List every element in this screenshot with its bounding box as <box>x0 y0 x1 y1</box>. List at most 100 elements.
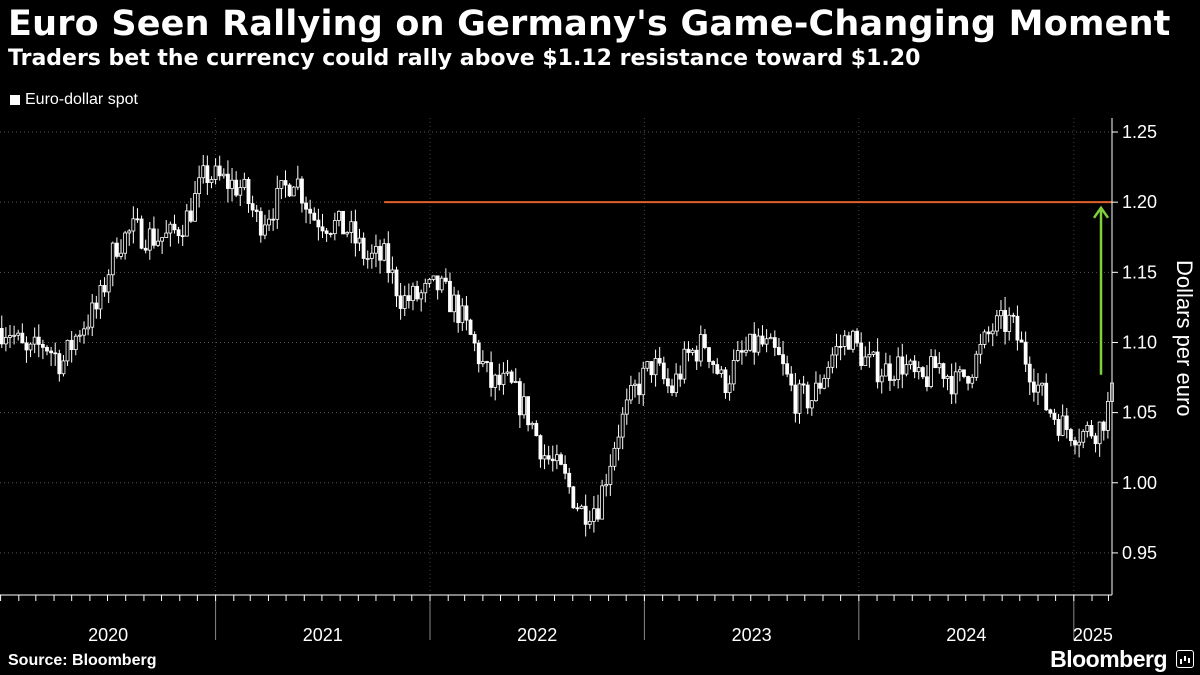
candle-body <box>131 218 136 232</box>
candle-body <box>554 454 559 462</box>
candle-body <box>892 379 896 382</box>
candle-body <box>485 361 489 363</box>
candle-body <box>653 358 658 376</box>
candle-body <box>805 384 810 409</box>
candle-body <box>184 210 189 237</box>
candle-body <box>77 334 82 337</box>
chart-icon <box>1176 650 1194 668</box>
candle-body <box>86 326 91 330</box>
candle-body <box>900 356 905 375</box>
candle-body <box>402 295 407 309</box>
candle-body <box>563 463 568 474</box>
candle-body <box>295 178 300 188</box>
candle-body <box>875 351 880 383</box>
candle-body <box>374 246 378 254</box>
candle-body <box>287 184 292 197</box>
candle-body <box>456 294 461 324</box>
candle-body <box>53 352 58 355</box>
candle-body <box>45 346 49 352</box>
ytick-label-1.25: 1.25 <box>1122 122 1157 142</box>
candle-body <box>703 334 707 349</box>
candle-body <box>822 378 827 389</box>
candle-body <box>263 224 267 236</box>
candle-body <box>571 486 576 509</box>
candle-body <box>645 361 650 369</box>
candle-body <box>349 221 354 233</box>
annotations <box>384 201 1112 375</box>
candle-body <box>193 193 197 222</box>
candle-body <box>801 383 806 386</box>
candle-body <box>596 508 600 520</box>
candle-body <box>49 350 54 354</box>
candle-body <box>143 247 148 251</box>
candle-body <box>497 374 502 385</box>
candle-body <box>1093 435 1098 445</box>
candle-body <box>316 219 321 228</box>
candle-body <box>727 383 732 394</box>
candle-body <box>460 305 465 324</box>
candle-body <box>809 400 814 409</box>
candle-body <box>834 345 839 356</box>
candle-body <box>452 294 456 313</box>
candle-body <box>694 349 699 362</box>
candle-body <box>542 455 547 460</box>
candle-body <box>567 472 572 488</box>
candle-body <box>781 354 785 365</box>
candle-body <box>160 237 165 242</box>
candle-body <box>1027 363 1032 383</box>
candle-body <box>957 369 962 373</box>
candle-body <box>711 361 716 365</box>
candle-body <box>312 212 317 221</box>
candle-body <box>624 399 629 415</box>
candle-body <box>830 354 835 368</box>
chart-subtitle: Traders bet the currency could rally abo… <box>8 46 921 71</box>
candle-body <box>415 285 419 300</box>
candle-body <box>423 282 428 294</box>
y-axis-label: Dollars per euro <box>1172 260 1197 417</box>
candle-body <box>443 277 448 282</box>
candle-body <box>1044 382 1049 411</box>
candle-body <box>230 179 234 189</box>
candle-body <box>846 335 851 350</box>
candle-body <box>941 363 946 379</box>
candle-body <box>82 328 86 336</box>
candle-body <box>538 435 543 460</box>
candle-body <box>279 180 284 189</box>
candle-body <box>448 280 452 313</box>
candle-body <box>604 484 609 487</box>
candle-body <box>69 339 74 351</box>
candle-body <box>172 223 177 231</box>
candle-body <box>1060 415 1065 436</box>
ytick-label-1.20: 1.20 <box>1122 192 1157 212</box>
candle-body <box>369 252 374 259</box>
candle-body <box>468 319 473 335</box>
candle-body <box>888 363 892 381</box>
candle-body <box>962 369 966 377</box>
candle-body <box>378 246 382 261</box>
candle-body <box>756 335 761 353</box>
candle-body <box>818 382 822 389</box>
candle-body <box>226 173 230 189</box>
candle-body <box>1019 339 1024 343</box>
candle-body <box>0 328 4 345</box>
candle-body <box>398 295 403 309</box>
candle-body <box>1068 429 1073 442</box>
candle-body <box>517 381 522 416</box>
candle-body <box>304 202 308 210</box>
candle-body <box>324 230 329 234</box>
candle-body <box>201 165 206 179</box>
candle-body <box>127 230 132 234</box>
candle-body <box>386 243 391 274</box>
candle-body <box>73 335 78 351</box>
xtick-label-2025: 2025 <box>1073 625 1113 645</box>
candle-body <box>489 362 493 388</box>
candle-body <box>119 252 123 257</box>
candle-body <box>156 240 160 246</box>
candle-body <box>735 350 740 361</box>
source-note: Source: Bloomberg <box>8 652 157 669</box>
candle-body <box>871 351 876 355</box>
bloomberg-logo: Bloomberg <box>1050 646 1167 672</box>
candle-body <box>637 383 642 396</box>
candle-body <box>328 233 333 235</box>
candle-body <box>797 383 802 414</box>
